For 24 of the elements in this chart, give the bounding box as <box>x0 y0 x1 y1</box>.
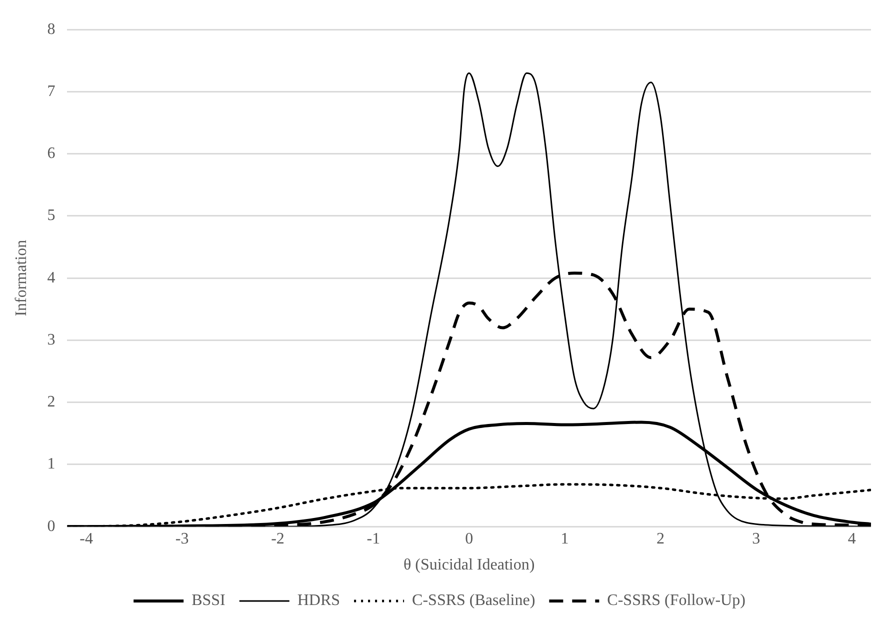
y-tick-label: 4 <box>47 269 56 286</box>
x-tick-label: -2 <box>271 530 284 548</box>
y-tick-label: 8 <box>47 20 56 38</box>
y-axis-title: Information <box>12 240 30 316</box>
legend-label: C-SSRS (Follow-Up) <box>607 592 746 610</box>
legend-label: BSSI <box>192 592 226 610</box>
y-tick-label: 1 <box>47 456 56 473</box>
y-tick-label: 2 <box>47 394 56 411</box>
x-tick-label: 2 <box>656 530 664 548</box>
y-tick-label: 3 <box>47 331 56 348</box>
y-tick-label: 7 <box>47 82 56 100</box>
x-tick-label: 3 <box>752 530 760 548</box>
legend-label: C-SSRS (Baseline) <box>412 592 536 610</box>
x-axis-title: θ (Suicidal Ideation) <box>404 556 535 574</box>
x-tick-label: 1 <box>560 530 569 548</box>
x-tick-label: -4 <box>80 530 93 548</box>
y-tick-label: 5 <box>47 207 56 224</box>
y-tick-label: 0 <box>47 518 56 535</box>
x-tick-label: -3 <box>175 530 189 548</box>
x-tick-label: 4 <box>848 530 856 548</box>
legend-label: HDRS <box>297 592 340 610</box>
x-tick-label: 0 <box>465 530 474 548</box>
y-tick-label: 6 <box>47 145 56 162</box>
x-tick-label: -1 <box>366 530 380 548</box>
